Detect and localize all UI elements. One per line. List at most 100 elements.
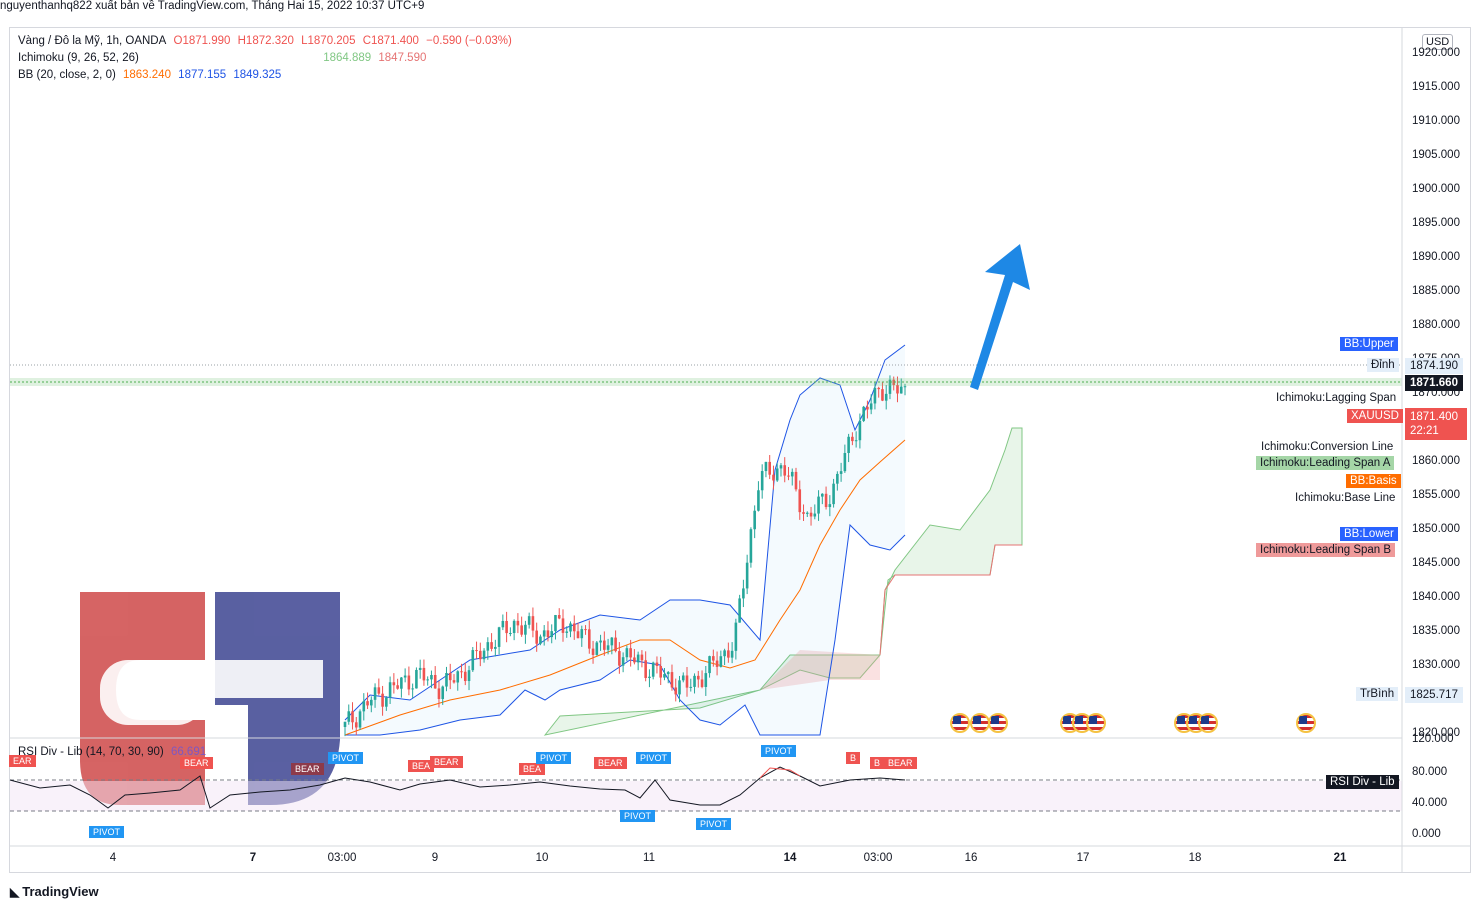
bear-marker: B xyxy=(870,757,885,769)
candle-body xyxy=(430,674,433,680)
candle-body xyxy=(633,657,636,663)
us-event-flag-icon[interactable] xyxy=(950,713,970,733)
bb-lower-value: 1849.325 xyxy=(233,69,282,81)
bear-marker: BEAR xyxy=(180,757,213,769)
candle-body xyxy=(824,493,828,508)
candle-body xyxy=(535,630,538,644)
us-event-flag-icon[interactable] xyxy=(1086,713,1106,733)
current-line-price: 1871.660 xyxy=(1405,375,1463,391)
candle-body xyxy=(730,650,734,658)
candle-body xyxy=(400,677,403,689)
currency-button[interactable]: USD xyxy=(1422,34,1454,50)
time-tick-label: 03:00 xyxy=(327,852,357,864)
candle-body xyxy=(509,633,512,635)
candle-body xyxy=(839,471,843,474)
us-event-flag-icon[interactable] xyxy=(988,713,1008,733)
candle-body xyxy=(821,493,824,497)
candle-body xyxy=(663,674,666,678)
pivot-marker: PIVOT xyxy=(536,752,572,764)
symbol-name: Vàng / Đô la Mỹ, 1h, OANDA xyxy=(18,35,167,47)
bear-marker: B xyxy=(846,752,861,764)
candle-body xyxy=(712,656,715,661)
rsi-tick-label: 40.000 xyxy=(1412,797,1448,809)
logo-c-shape xyxy=(80,592,205,805)
tradingview-logo[interactable]: ◣ TradingView xyxy=(10,884,99,899)
candle-body xyxy=(561,618,565,633)
rsi-band xyxy=(10,781,1402,811)
candle-body xyxy=(621,657,625,666)
bb-upper-label: BB:Upper xyxy=(1340,337,1398,351)
rsi-tick-label: 0.000 xyxy=(1412,828,1441,840)
candle-body xyxy=(351,711,354,723)
candle-body xyxy=(358,711,362,728)
candle-body xyxy=(805,512,809,514)
bb-basis-line xyxy=(344,439,906,736)
candle-body xyxy=(888,379,892,394)
candle-body xyxy=(343,721,347,727)
rsi-legend[interactable]: RSI Div - Lib (14, 70, 30, 90) 66.691 xyxy=(18,746,210,758)
rsi-pane xyxy=(9,737,1402,812)
us-event-flag-icon[interactable] xyxy=(1296,713,1316,733)
us-event-flag-icon[interactable] xyxy=(970,713,990,733)
candle-body xyxy=(418,667,422,670)
candle-body xyxy=(614,637,617,652)
candle-body xyxy=(433,674,437,689)
time-tick-label: 21 xyxy=(1333,852,1347,864)
dinh-label: Đỉnh xyxy=(1367,358,1399,372)
bb-fill xyxy=(345,345,905,735)
leading-span-b-cloud xyxy=(760,650,880,690)
candle-body xyxy=(802,512,805,514)
candle-body xyxy=(678,680,681,695)
candle-body xyxy=(884,393,888,401)
close-value: C1871.400 xyxy=(362,35,419,47)
candle-body xyxy=(471,650,475,671)
candle-body xyxy=(403,675,407,678)
time-tick-label: 18 xyxy=(1188,852,1202,864)
symbol-legend[interactable]: Vàng / Đô la Mỹ, 1h, OANDA O1871.990 H18… xyxy=(18,35,516,47)
candle-body xyxy=(629,648,632,658)
price-tick-label: 1890.000 xyxy=(1412,251,1460,263)
candle-body xyxy=(411,688,414,690)
candle-body xyxy=(479,650,482,660)
candle-body xyxy=(873,387,877,404)
bb-basis-label: BB:Basis xyxy=(1346,474,1401,488)
candle-body xyxy=(681,675,685,681)
candle-body xyxy=(700,679,704,687)
ichimoku-name: Ichimoku (9, 26, 52, 26) xyxy=(18,52,139,64)
high-value: H1872.320 xyxy=(237,35,294,47)
pivot-marker: PIVOT xyxy=(636,752,672,764)
us-event-flag-icon[interactable] xyxy=(1198,713,1218,733)
time-tick-label: 7 xyxy=(249,852,257,864)
candle-body xyxy=(599,640,602,643)
bollinger-bands xyxy=(344,344,906,736)
candle-body xyxy=(651,662,655,677)
candle-body xyxy=(644,660,647,678)
candle-body xyxy=(858,420,862,441)
price-tick-label: 1920.000 xyxy=(1412,47,1460,59)
open-value: O1871.990 xyxy=(173,35,231,47)
rsi-overbought-segment xyxy=(759,767,801,779)
bb-legend[interactable]: BB (20, close, 2, 0) 1863.240 1877.155 1… xyxy=(18,69,285,81)
candle-body xyxy=(569,623,572,632)
candle-body xyxy=(441,686,445,699)
rsi-value: 66.691 xyxy=(170,746,207,758)
candle-body xyxy=(546,630,550,638)
time-tick-label: 03:00 xyxy=(863,852,893,864)
bb-basis-value: 1863.240 xyxy=(123,69,171,81)
candle-body xyxy=(407,675,411,690)
ichimoku-legend[interactable]: Ichimoku (9, 26, 52, 26) 1864.889 1847.5… xyxy=(18,52,430,64)
leading-span-a-label: Ichimoku:Leading Span A xyxy=(1256,456,1395,470)
candle-body xyxy=(554,615,557,632)
candle-body xyxy=(448,673,452,681)
trend-arrow xyxy=(970,244,1030,390)
logo-c-hole xyxy=(100,660,205,725)
candle-body xyxy=(587,629,591,649)
candle-body xyxy=(768,461,771,475)
candle-body xyxy=(843,453,847,472)
candle-body xyxy=(463,671,467,682)
candle-body xyxy=(877,387,880,390)
time-tick-label: 17 xyxy=(1076,852,1090,864)
bb-lower-label: BB:Lower xyxy=(1340,527,1398,541)
candle-body xyxy=(757,490,760,511)
